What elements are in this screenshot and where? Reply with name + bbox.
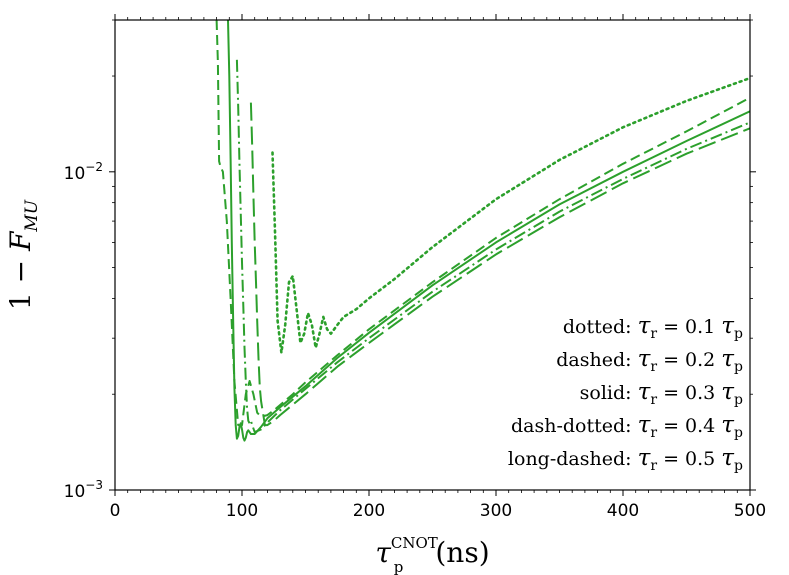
x-tick-label: 500 [734, 501, 766, 521]
x-tick-label: 400 [607, 501, 639, 521]
y-axis-label: 1 − FMU [4, 199, 42, 310]
legend: dotted: τr = 0.1 τp dashed: τr = 0.2 τp so… [508, 313, 743, 474]
plot-frame [114, 19, 751, 491]
x-tick-label: 0 [110, 501, 121, 521]
axis-labels: 0 100 200 300 400 500 10−2 10−3 τCNOT p (ns) 1 − FM… [4, 160, 766, 575]
series-line-2 [227, 20, 750, 442]
x-tick-label: 300 [480, 501, 512, 521]
x-tick-label: 200 [353, 501, 385, 521]
x-tick-label: 100 [226, 501, 258, 521]
legend-entry-3: dash-dotted: τr = 0.4 τp [511, 412, 743, 441]
series-line-1 [215, 20, 750, 427]
legend-entry-4: long-dashed: τr = 0.5 τp [508, 445, 743, 474]
series-line-0 [271, 76, 750, 355]
series-line-3 [235, 59, 750, 434]
x-axis-label: τCNOT p (ns) [375, 534, 489, 575]
series-line-4 [249, 102, 750, 427]
legend-entry-2: solid: τr = 0.3 τp [580, 379, 743, 408]
y-tick-label: 10−2 [64, 160, 103, 184]
legend-entry-0: dotted: τr = 0.1 τp [563, 313, 743, 342]
legend-entry-1: dashed: τr = 0.2 τp [556, 346, 743, 375]
y-tick-label: 10−3 [64, 478, 103, 502]
series-lines [215, 20, 750, 442]
